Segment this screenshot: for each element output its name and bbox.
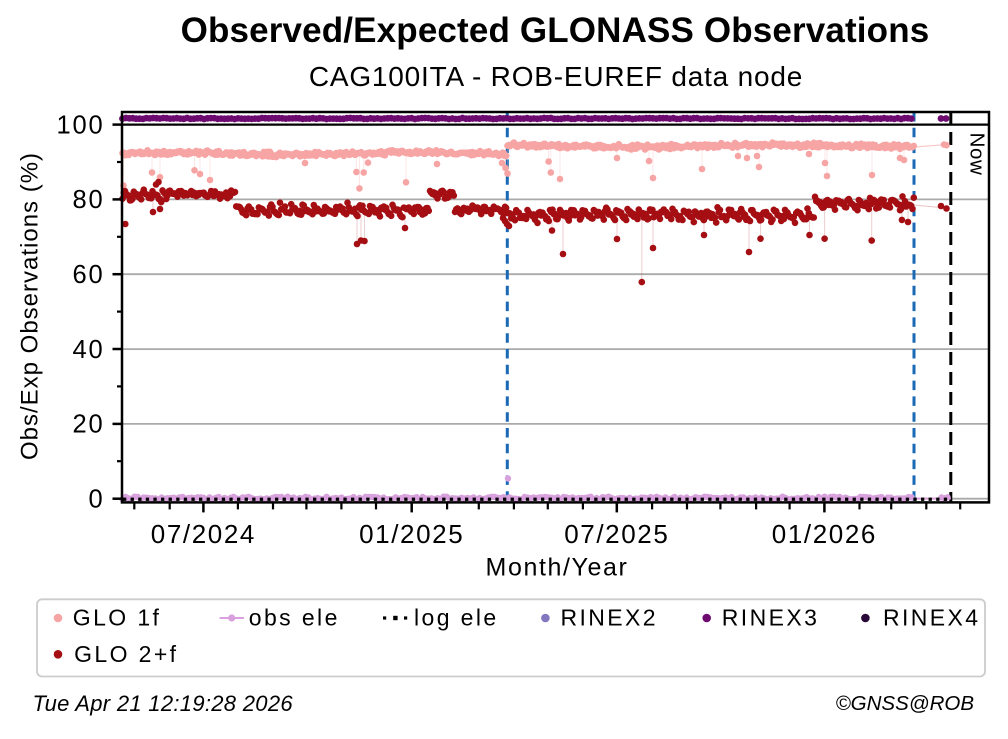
svg-text:Tue Apr 21 12:19:28 2026: Tue Apr 21 12:19:28 2026: [33, 691, 294, 716]
svg-text:07/2024: 07/2024: [151, 519, 256, 549]
svg-text:RINEX3: RINEX3: [722, 605, 819, 631]
svg-text:20: 20: [73, 411, 105, 439]
svg-text:GLO 1f: GLO 1f: [73, 605, 162, 631]
svg-text:obs ele: obs ele: [249, 605, 340, 631]
svg-text:GLO 2+f: GLO 2+f: [74, 641, 178, 667]
svg-text:80: 80: [73, 186, 105, 214]
svg-text:Now: Now: [966, 133, 989, 176]
svg-text:CAG100ITA - ROB-EUREF data nod: CAG100ITA - ROB-EUREF data node: [309, 61, 803, 92]
svg-text:RINEX2: RINEX2: [561, 605, 658, 631]
svg-text:60: 60: [73, 261, 105, 289]
svg-text:100: 100: [57, 111, 105, 139]
svg-text:Month/Year: Month/Year: [486, 554, 629, 582]
svg-text:01/2025: 01/2025: [359, 519, 464, 549]
svg-text:0: 0: [89, 486, 105, 514]
svg-text:log ele: log ele: [414, 605, 499, 631]
svg-text:07/2025: 07/2025: [564, 519, 669, 549]
svg-text:Observed/Expected GLONASS Obse: Observed/Expected GLONASS Observations: [181, 11, 930, 50]
svg-text:©GNSS@ROB: ©GNSS@ROB: [836, 692, 974, 715]
svg-text:Obs/Exp Observations (%): Obs/Exp Observations (%): [17, 152, 44, 460]
svg-text:RINEX4: RINEX4: [883, 605, 980, 631]
svg-text:01/2026: 01/2026: [772, 519, 877, 549]
svg-text:40: 40: [73, 336, 105, 364]
